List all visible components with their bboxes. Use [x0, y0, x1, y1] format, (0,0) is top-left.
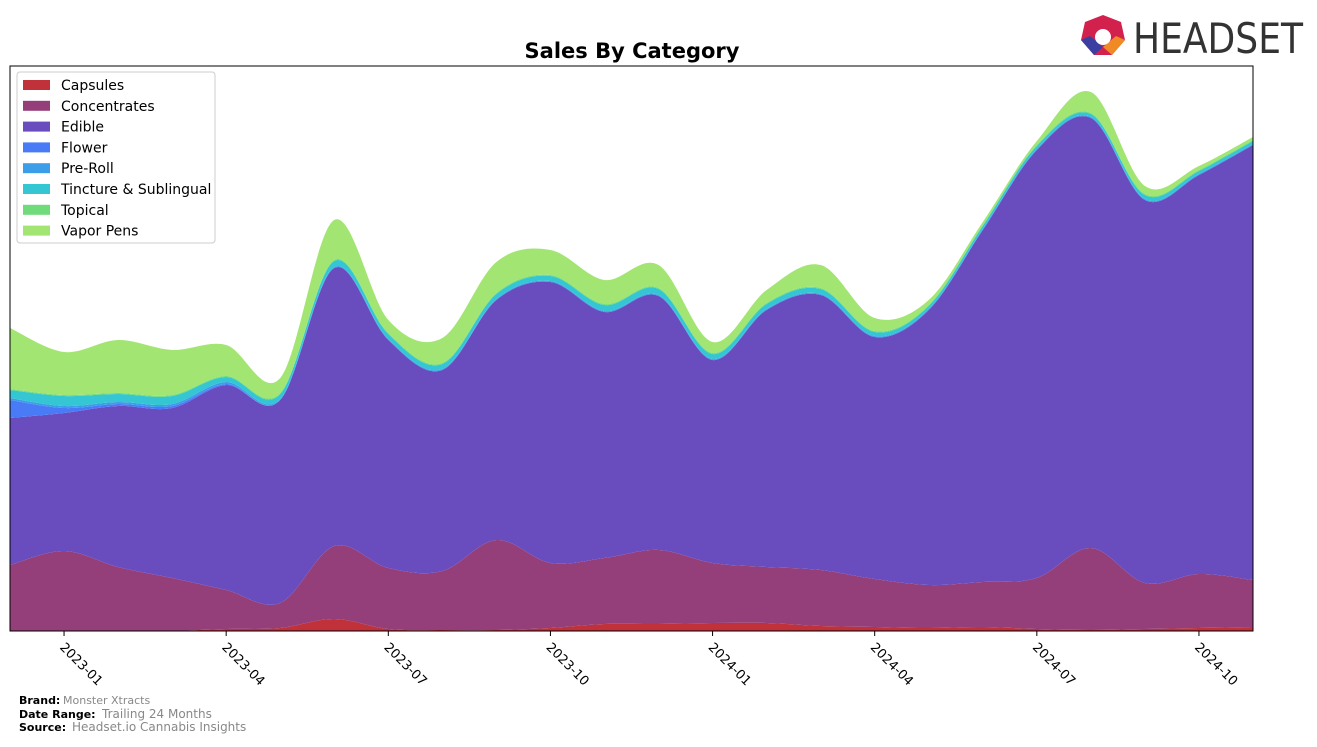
logo-icon-part — [1103, 36, 1125, 55]
legend-label: Capsules — [61, 78, 124, 94]
x-tick-label: 2023-04 — [218, 640, 267, 689]
legend-label: Edible — [61, 120, 104, 136]
footer-label: Date Range: — [19, 708, 96, 721]
legend-swatch — [23, 100, 50, 111]
x-tick-label: 2023-07 — [381, 640, 430, 689]
legend-swatch — [23, 184, 50, 194]
legend-label: Tincture & Sublingual — [60, 182, 211, 198]
legend-swatch — [23, 225, 50, 236]
chart-title: Sales By Category — [525, 39, 740, 63]
logo-icon-hole — [1095, 29, 1111, 45]
x-tick-label: 2023-10 — [543, 640, 592, 689]
logo-text: HEADSET — [1133, 14, 1303, 63]
footer-value: Headset.io Cannabis Insights — [72, 720, 246, 734]
footer-label: Brand: — [19, 694, 60, 707]
footer-value: Trailing 24 Months — [101, 707, 212, 721]
legend-swatch — [23, 80, 50, 90]
area — [10, 116, 1253, 605]
plot-frame — [9, 65, 1254, 632]
legend-swatch — [23, 142, 50, 153]
legend-label: Pre-Roll — [61, 161, 114, 177]
area — [10, 539, 1253, 632]
legend-label: Topical — [60, 203, 109, 219]
legend-label: Vapor Pens — [61, 224, 138, 240]
logo-icon-part — [1081, 36, 1103, 55]
legend-swatch — [23, 204, 50, 215]
legend: Capsules Concentrates Edible Flower Pre-Roll… — [16, 71, 216, 244]
legend-label: Concentrates — [61, 99, 155, 115]
legend-swatch — [23, 121, 50, 132]
area — [10, 618, 1253, 632]
plot — [10, 90, 1253, 632]
legend-box — [16, 71, 216, 244]
legend-label: Flower — [61, 140, 108, 156]
x-tick-label: 2024-07 — [1029, 640, 1078, 689]
legend-swatch — [23, 163, 50, 174]
x-tick-label: 2024-10 — [1191, 640, 1240, 689]
x-tick-label: 2024-04 — [867, 640, 916, 689]
area — [10, 90, 1253, 399]
footer-value: Monster Xtracts — [63, 694, 150, 707]
logo: HEADSET — [1081, 14, 1303, 63]
footer-label: Source: — [19, 721, 66, 734]
x-tick-label: 2023-01 — [56, 640, 105, 689]
x-tick-label: 2024-01 — [705, 640, 754, 689]
